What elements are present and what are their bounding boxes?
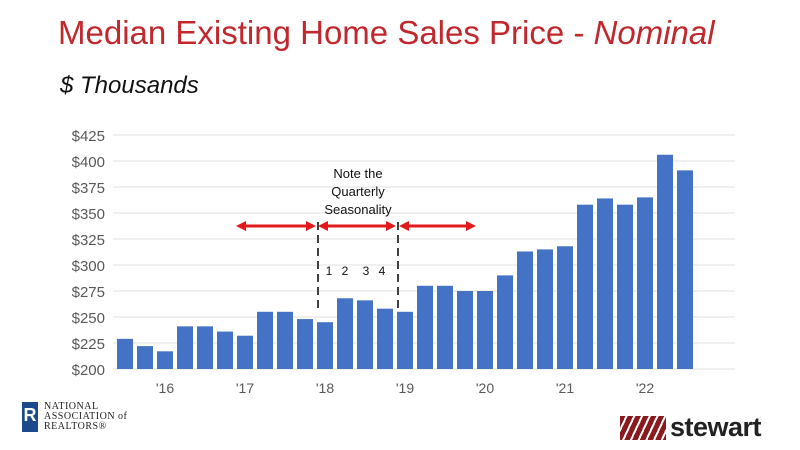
y-tick-label: $400 [72, 154, 105, 171]
bar-2018Q2 [337, 298, 353, 369]
y-tick-label: $325 [72, 232, 105, 249]
bar-2016Q1 [157, 351, 173, 369]
quarter-label: 4 [379, 264, 386, 278]
y-tick-label: $425 [72, 128, 105, 145]
y-tick-label: $300 [72, 258, 105, 275]
x-tick-label: '21 [556, 380, 574, 396]
arrow-head-right [466, 221, 476, 231]
y-tick-label: $375 [72, 180, 105, 197]
seasonality-note: Seasonality [324, 202, 392, 217]
chart-subtitle: $ Thousands [60, 72, 199, 99]
bar-2017Q2 [257, 311, 273, 369]
bar-2020Q3 [517, 251, 533, 369]
bar-2016Q4 [217, 331, 233, 369]
x-tick-label: '19 [396, 380, 414, 396]
y-tick-label: $225 [72, 336, 105, 353]
bar-2021Q3 [597, 198, 613, 369]
y-tick-label: $200 [72, 362, 105, 379]
bar-2022Q1 [637, 197, 653, 369]
stewart-logo: stewart [620, 412, 762, 443]
bar-2017Q4 [297, 319, 313, 369]
x-tick-label: '16 [156, 380, 174, 396]
x-tick-label: '18 [316, 380, 334, 396]
quarter-label: 1 [326, 264, 333, 278]
quarter-label: 2 [342, 264, 349, 278]
bar-2021Q4 [617, 204, 633, 369]
seasonality-note: Note the [333, 166, 382, 181]
y-tick-label: $350 [72, 206, 105, 223]
stewart-mark-icon [620, 415, 666, 440]
bar-2016Q2 [177, 326, 193, 369]
realtor-r-icon: R [22, 402, 38, 432]
arrow-head-left [318, 221, 328, 231]
bar-2019Q2 [417, 285, 433, 369]
bar-2022Q2 [657, 154, 673, 369]
bar-2018Q1 [317, 322, 333, 369]
bar-2019Q3 [437, 285, 453, 369]
nar-logo: R NATIONAL ASSOCIATION of REALTORS® [22, 401, 128, 432]
arrow-head-left [399, 221, 409, 231]
x-tick-label: '20 [476, 380, 494, 396]
bar-2018Q3 [357, 300, 373, 369]
bar-2020Q2 [497, 275, 513, 369]
quarter-label: 3 [363, 264, 370, 278]
bar-2022Q3 [677, 170, 693, 369]
arrow-head-right [386, 221, 396, 231]
bar-2017Q3 [277, 311, 293, 369]
bar-2021Q1 [557, 246, 573, 369]
bar-2020Q1 [477, 291, 493, 369]
bar-2019Q4 [457, 291, 473, 369]
x-tick-label: '22 [636, 380, 654, 396]
arrow-head-left [236, 221, 246, 231]
bar-2021Q2 [577, 204, 593, 369]
bar-2019Q1 [397, 311, 413, 369]
chart-title: Median Existing Home Sales Price - Nomin… [58, 14, 715, 51]
arrow-head-right [306, 221, 316, 231]
bar-2016Q3 [197, 326, 213, 369]
bar-2020Q4 [537, 249, 553, 369]
bar-2015Q3 [117, 338, 133, 369]
bar-2015Q4 [137, 346, 153, 369]
bar-2017Q1 [237, 335, 253, 369]
y-tick-label: $275 [72, 284, 105, 301]
bar-2018Q4 [377, 308, 393, 369]
seasonality-note: Quarterly [331, 184, 385, 199]
y-tick-label: $250 [72, 310, 105, 327]
x-tick-label: '17 [236, 380, 254, 396]
